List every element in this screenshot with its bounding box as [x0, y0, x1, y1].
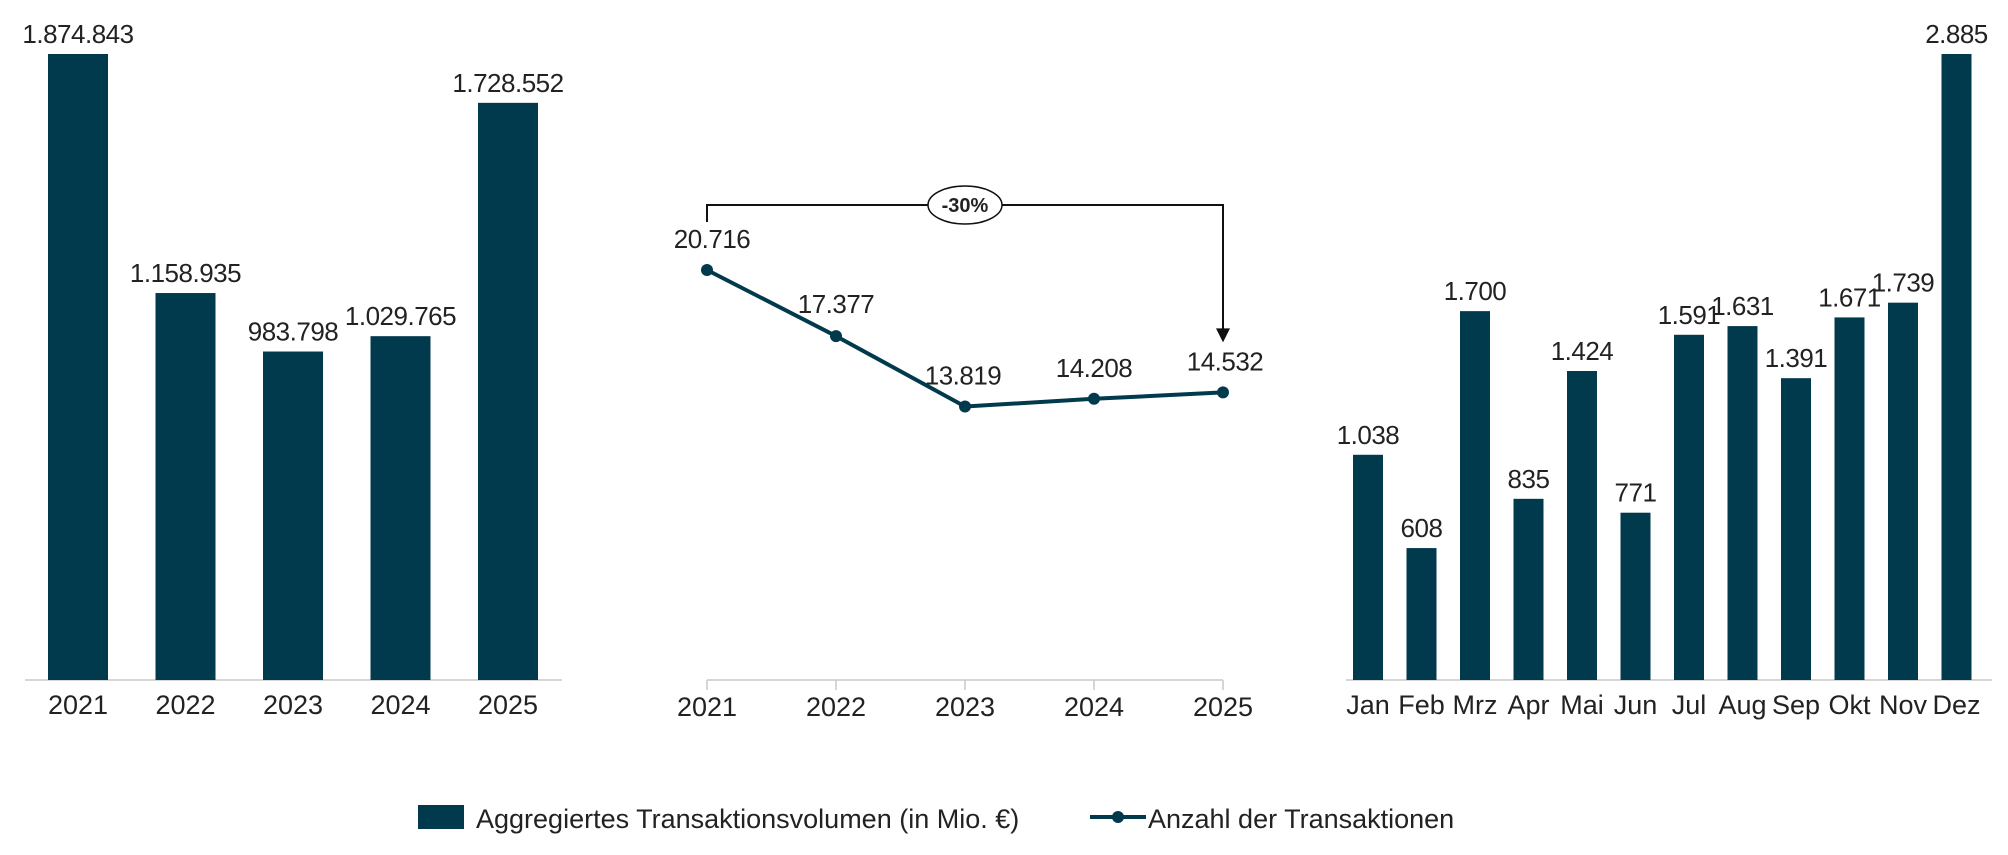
bar-Nov	[1888, 302, 1918, 680]
data-label-Feb: 608	[1401, 513, 1443, 543]
x-tick-Nov: Nov	[1879, 690, 1928, 720]
bar-Jun	[1620, 512, 1651, 680]
x-tick-Sep: Sep	[1772, 690, 1820, 720]
data-label-Okt: 1.671	[1818, 282, 1881, 312]
data-label-Aug: 1.631	[1711, 291, 1774, 321]
x-tick-2024: 2024	[370, 690, 430, 720]
data-label-Jul: 1.591	[1658, 300, 1721, 330]
bar-Feb	[1406, 548, 1437, 680]
legend-bar-swatch	[418, 805, 464, 829]
bar-Dez	[1941, 54, 1972, 680]
legend-line-label: Anzahl der Transaktionen	[1148, 804, 1454, 834]
data-label-2022: 1.158.935	[130, 258, 241, 288]
x-tick-Okt: Okt	[1828, 690, 1871, 720]
x-tick-2021: 2021	[677, 692, 737, 722]
data-label-Mai: 1.424	[1551, 336, 1614, 366]
x-tick-Dez: Dez	[1932, 690, 1980, 720]
x-tick-Aug: Aug	[1718, 690, 1766, 720]
change-arrowhead	[1216, 328, 1230, 343]
data-label-2021: 1.874.843	[22, 19, 133, 49]
data-label-2024: 14.208	[1056, 353, 1133, 383]
data-label-Jan: 1.038	[1337, 420, 1400, 450]
data-label-Apr: 835	[1508, 464, 1550, 494]
x-tick-Apr: Apr	[1507, 690, 1549, 720]
bar-2022	[155, 293, 216, 680]
data-point-2022	[830, 330, 842, 343]
x-tick-2021: 2021	[48, 690, 108, 720]
x-tick-2023: 2023	[263, 690, 323, 720]
bar-Jan	[1353, 454, 1383, 680]
data-label-2021: 20.716	[674, 224, 751, 254]
bar-2021	[48, 54, 108, 680]
data-point-2023	[959, 400, 971, 413]
bar-Okt	[1834, 317, 1865, 680]
x-tick-Feb: Feb	[1398, 690, 1445, 720]
data-label-2023: 983.798	[248, 317, 339, 347]
data-label-2024: 1.029.765	[345, 301, 456, 331]
data-label-Nov: 1.739	[1872, 268, 1935, 298]
data-label-2022: 17.377	[798, 289, 875, 319]
change-bracket	[706, 204, 1224, 341]
bar-Sep	[1781, 378, 1811, 680]
bar-2025	[478, 102, 538, 681]
bar-Mai	[1567, 371, 1597, 680]
data-label-Sep: 1.391	[1765, 343, 1828, 373]
data-label-2025: 1.728.552	[452, 68, 563, 98]
data-label-Jun: 771	[1615, 478, 1657, 508]
data-point-2025	[1217, 386, 1229, 399]
x-tick-2025: 2025	[1193, 692, 1253, 722]
bar-Apr	[1513, 498, 1544, 680]
legend: Aggregiertes Transaktionsvolumen (in Mio…	[418, 804, 1454, 834]
data-label-2023: 13.819	[925, 361, 1002, 391]
x-tick-Mrz: Mrz	[1453, 690, 1498, 720]
data-label-2025: 14.532	[1187, 346, 1264, 376]
data-point-2024	[1088, 392, 1100, 405]
bar-2024	[370, 336, 431, 680]
x-tick-Jul: Jul	[1672, 690, 1707, 720]
bar-2023	[263, 351, 323, 680]
change-badge	[927, 185, 1003, 225]
x-tick-Jan: Jan	[1346, 690, 1390, 720]
bar-Aug	[1727, 326, 1758, 680]
transaction-count-line-chart: 2021 2022 2023 2024 2025 20.716 17.377 13.819 14…	[674, 185, 1264, 722]
legend-bar-label: Aggregiertes Transaktionsvolumen (in Mio…	[476, 804, 1019, 834]
x-tick-Jun: Jun	[1614, 690, 1658, 720]
bar-Jul	[1674, 334, 1704, 680]
x-tick-2023: 2023	[935, 692, 995, 722]
x-tick-2024: 2024	[1064, 692, 1124, 722]
x-tick-2025: 2025	[478, 690, 538, 720]
legend-line-marker	[1112, 811, 1124, 823]
change-badge-label: -30%	[942, 195, 989, 217]
x-tick-2022: 2022	[155, 690, 215, 720]
x-tick-Mai: Mai	[1560, 690, 1604, 720]
x-tick-2022: 2022	[806, 692, 866, 722]
monthly-volume-bar-chart: 1.038 Jan 608 Feb 1.700 Mrz 835 Apr 1.424 Mai 771 J…	[1337, 19, 1992, 720]
data-label-Dez: 2.885	[1925, 19, 1988, 49]
data-point-2021	[701, 264, 713, 276]
annual-volume-bar-chart: 1.874.843 2021 1.158.935 2022 983.798 2023 1.0…	[22, 19, 564, 720]
bar-Mrz	[1460, 311, 1490, 680]
data-label-Mrz: 1.700	[1444, 276, 1507, 306]
